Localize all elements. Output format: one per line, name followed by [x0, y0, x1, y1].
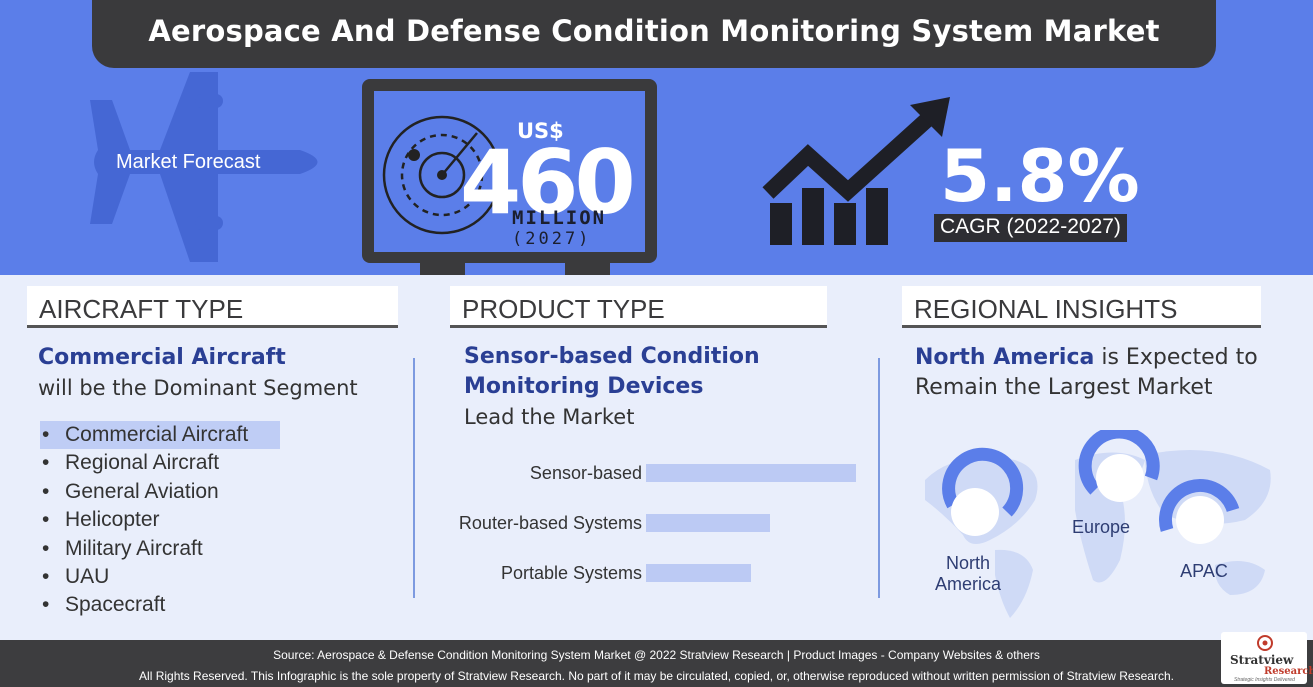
product-type-heading: PRODUCT TYPE: [450, 286, 827, 328]
region-label-europe: Europe: [1071, 517, 1131, 537]
logo-sub: Research: [1264, 666, 1313, 677]
forecast-value: 460: [460, 131, 636, 234]
bar-router-based-systems: [646, 514, 770, 532]
company-logo: [1221, 632, 1307, 684]
aircraft-type-list: Commercial Aircraft Regional Aircraft Ge…: [40, 421, 280, 620]
bar-label-sensor-based: Sensor-based: [529, 463, 642, 483]
bar-label-portable-systems: Portable Systems: [500, 563, 642, 583]
monitor-icon: [362, 79, 657, 275]
regional-insights-heading: REGIONAL INSIGHTS: [902, 286, 1261, 328]
column-divider: [413, 358, 415, 598]
footer-rights-text: All Rights Reserved. This Infographic is…: [139, 669, 1174, 683]
footer: [0, 640, 1313, 687]
regional-lead-normal-1: is Expected to: [1094, 345, 1258, 370]
bar-label-router-based-systems: Router-based Systems: [458, 513, 642, 533]
growth-arrow-icon: [762, 97, 950, 245]
bar-sensor-based: [646, 464, 856, 482]
column-divider: [878, 358, 880, 598]
region-north-line: North: [945, 553, 990, 573]
list-item-regional-aircraft: Regional Aircraft: [40, 449, 280, 478]
cagr-value: 5.8%: [940, 134, 1140, 218]
region-america-line: America: [934, 574, 1001, 594]
airplane-icon: [90, 72, 318, 262]
list-item-helicopter: Helicopter: [40, 506, 280, 535]
list-item-uau: UAU: [40, 563, 280, 592]
bar-portable-systems: [646, 564, 751, 582]
forecast-year: (2027): [512, 229, 592, 249]
world-map-icon: [925, 430, 1271, 618]
footer-source-text: Source: Aerospace & Defense Condition Mo…: [273, 648, 1040, 662]
product-lead-normal: Lead the Market: [464, 405, 635, 429]
list-item-military-aircraft: Military Aircraft: [40, 535, 280, 564]
regional-lead-strong: North America: [915, 345, 1095, 370]
cagr-label: CAGR (2022-2027): [934, 214, 1127, 242]
region-label-north-america: North America: [925, 553, 1011, 595]
list-item-general-aviation: General Aviation: [40, 478, 280, 507]
logo-mark-icon: [1257, 635, 1273, 651]
list-item-commercial-aircraft: Commercial Aircraft: [40, 421, 280, 450]
regional-lead-line-1: North America is Expected to: [915, 344, 1258, 370]
product-lead-strong-1: Sensor-based Condition: [464, 344, 760, 369]
logo-name: Stratview: [1230, 653, 1294, 667]
logo-tagline: Strategic Insights Delivered: [1234, 677, 1295, 683]
aircraft-type-heading: AIRCRAFT TYPE: [27, 286, 398, 328]
aircraft-lead-normal: will be the Dominant Segment: [38, 376, 358, 400]
title-bar: [92, 0, 1216, 68]
list-item-spacecraft: Spacecraft: [40, 591, 280, 620]
forecast-currency: US$: [517, 119, 564, 143]
forecast-unit: MILLION: [512, 207, 607, 229]
aircraft-lead-strong: Commercial Aircraft: [38, 345, 286, 370]
product-lead-strong-2: Monitoring Devices: [464, 374, 704, 399]
market-forecast-label: Market Forecast: [116, 151, 261, 173]
page-title: Aerospace And Defense Condition Monitori…: [148, 14, 1160, 48]
region-label-apac: APAC: [1180, 561, 1228, 581]
regional-lead-normal-2: Remain the Largest Market: [915, 375, 1213, 400]
